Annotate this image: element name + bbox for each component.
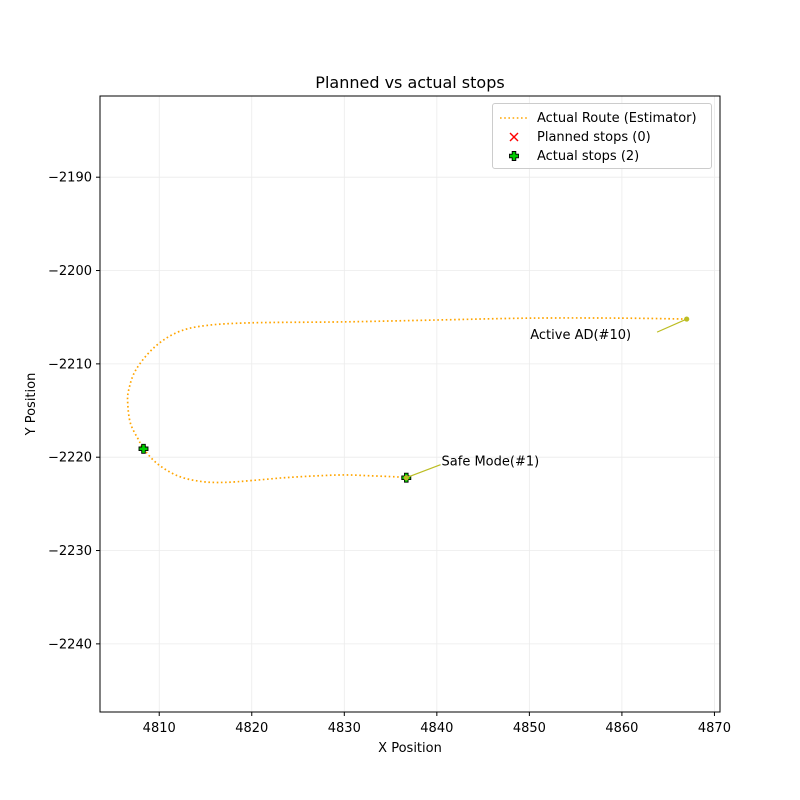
annotation-arrow — [406, 464, 441, 479]
x-tick-label: 4820 — [235, 721, 268, 736]
legend-item-planned-stops: Planned stops (0) — [493, 127, 651, 147]
x-tick-label: 4830 — [328, 721, 361, 736]
annotations: Safe Mode(#1) Active AD(#10) — [403, 316, 690, 481]
y-tick-label: −2240 — [48, 637, 92, 652]
y-tick-label: −2220 — [48, 451, 92, 466]
legend-item-actual-route: Actual Route (Estimator) — [493, 108, 697, 128]
y-tick-label: −2200 — [48, 264, 92, 279]
x-axis-label: X Position — [378, 741, 442, 756]
x-tick-label: 4870 — [698, 721, 731, 736]
actual-route-line — [126, 317, 687, 484]
annotation-label: Safe Mode(#1) — [442, 455, 540, 470]
plus-marker-icon — [497, 146, 531, 166]
legend-item-actual-stops: Actual stops (2) — [493, 146, 639, 166]
x-tick-label: 4810 — [143, 721, 176, 736]
grid — [100, 96, 720, 712]
actual-stop-marker — [138, 443, 149, 454]
x-tick-label: 4860 — [605, 721, 638, 736]
legend: Actual Route (Estimator) Planned stops (… — [492, 103, 712, 169]
y-tick-label: −2230 — [48, 544, 92, 559]
plot-area — [99, 95, 721, 713]
chart-title: Planned vs actual stops — [315, 73, 504, 92]
annotation-arrow — [656, 318, 687, 333]
annotation-label: Active AD(#10) — [530, 328, 631, 343]
annotation-point — [684, 316, 690, 322]
annotation-point — [403, 475, 409, 481]
x-tick-label: 4840 — [420, 721, 453, 736]
y-tick-label: −2190 — [48, 171, 92, 186]
legend-label: Planned stops (0) — [537, 129, 651, 145]
ticks: 4810 4820 4830 4840 4850 4860 4870 −2190 −2200 −2… — [48, 171, 731, 736]
x-marker-icon — [497, 127, 531, 147]
x-tick-label: 4850 — [513, 721, 546, 736]
dotted-line-icon — [497, 108, 531, 128]
y-axis-label: Y Position — [24, 373, 39, 437]
legend-label: Actual Route (Estimator) — [537, 110, 697, 126]
y-tick-label: −2210 — [48, 357, 92, 372]
legend-label: Actual stops (2) — [537, 148, 640, 164]
